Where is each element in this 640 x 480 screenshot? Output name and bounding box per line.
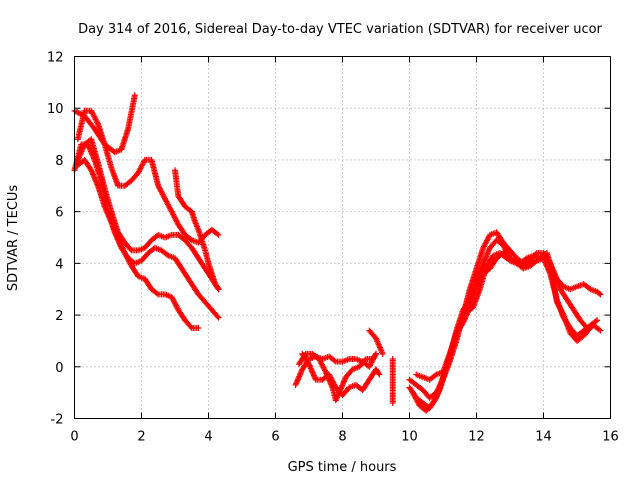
data-point xyxy=(163,251,170,258)
x-tick-labels: 0 2 4 6 8 10 12 14 16 xyxy=(70,430,618,445)
y-tick-label: 0 xyxy=(55,361,63,376)
data-point xyxy=(361,357,368,364)
data-point xyxy=(214,313,221,320)
y-tick-label: 4 xyxy=(55,257,63,272)
series-t1 xyxy=(71,92,138,156)
data-point xyxy=(215,286,222,293)
series-t6 xyxy=(172,167,222,293)
series-t10 xyxy=(366,327,386,357)
y-tick-label: 8 xyxy=(55,154,63,169)
y-tick-label: -2 xyxy=(51,413,64,428)
x-tick-label: 8 xyxy=(338,430,346,445)
data-point xyxy=(331,357,338,364)
y-tick-label: 12 xyxy=(47,51,64,66)
data-point xyxy=(431,372,438,379)
data-point xyxy=(389,399,396,406)
x-tick-label: 6 xyxy=(271,430,279,445)
data-point xyxy=(586,285,593,292)
data-point xyxy=(592,318,599,325)
x-tick-label: 14 xyxy=(535,430,552,445)
data-point xyxy=(594,317,601,324)
data-point xyxy=(597,327,604,334)
y-tick-labels: -2 0 2 4 6 8 10 12 xyxy=(47,51,64,428)
data-point xyxy=(214,230,221,237)
series-t9 xyxy=(299,350,383,399)
data-point xyxy=(215,314,222,321)
x-tick-label: 4 xyxy=(204,430,212,445)
data-point xyxy=(131,92,138,99)
series-t2 xyxy=(74,107,222,246)
data-point xyxy=(372,352,379,359)
y-tick-label: 10 xyxy=(47,102,64,117)
y-tick-label: 6 xyxy=(55,206,63,221)
data-point xyxy=(596,326,603,333)
y-tick-label: 2 xyxy=(55,309,63,324)
data-point xyxy=(379,350,386,357)
data-point xyxy=(587,325,594,331)
data-point xyxy=(195,325,202,331)
data-point xyxy=(153,290,160,297)
data-point xyxy=(596,290,603,297)
series-t5 xyxy=(74,156,202,331)
data-point xyxy=(522,256,529,263)
data-point xyxy=(187,236,194,243)
data-point xyxy=(375,370,382,377)
series-t15 xyxy=(413,250,594,383)
data-point xyxy=(187,323,194,330)
data-points xyxy=(71,92,604,414)
data-point xyxy=(215,231,222,238)
series-t11 xyxy=(389,356,396,406)
data-point xyxy=(597,291,604,298)
series-t4 xyxy=(74,136,222,293)
data-point xyxy=(546,259,553,266)
x-tick-label: 16 xyxy=(602,430,619,445)
x-tick-label: 2 xyxy=(137,430,145,445)
series-t8 xyxy=(295,350,379,404)
data-point xyxy=(214,284,221,291)
data-point xyxy=(586,326,593,333)
y-axis-label: SDTVAR / TECUs xyxy=(6,185,21,292)
data-point xyxy=(376,371,383,378)
grid-lines xyxy=(74,56,611,419)
data-point xyxy=(373,350,379,357)
x-tick-label: 12 xyxy=(468,430,485,445)
x-tick-label: 10 xyxy=(401,430,418,445)
x-tick-label: 0 xyxy=(70,430,78,445)
plot-frame xyxy=(74,56,611,419)
data-point xyxy=(127,246,134,253)
chart-title: Day 314 of 2016, Sidereal Day-to-day VTE… xyxy=(78,22,602,37)
x-axis-label: GPS time / hours xyxy=(288,460,397,475)
